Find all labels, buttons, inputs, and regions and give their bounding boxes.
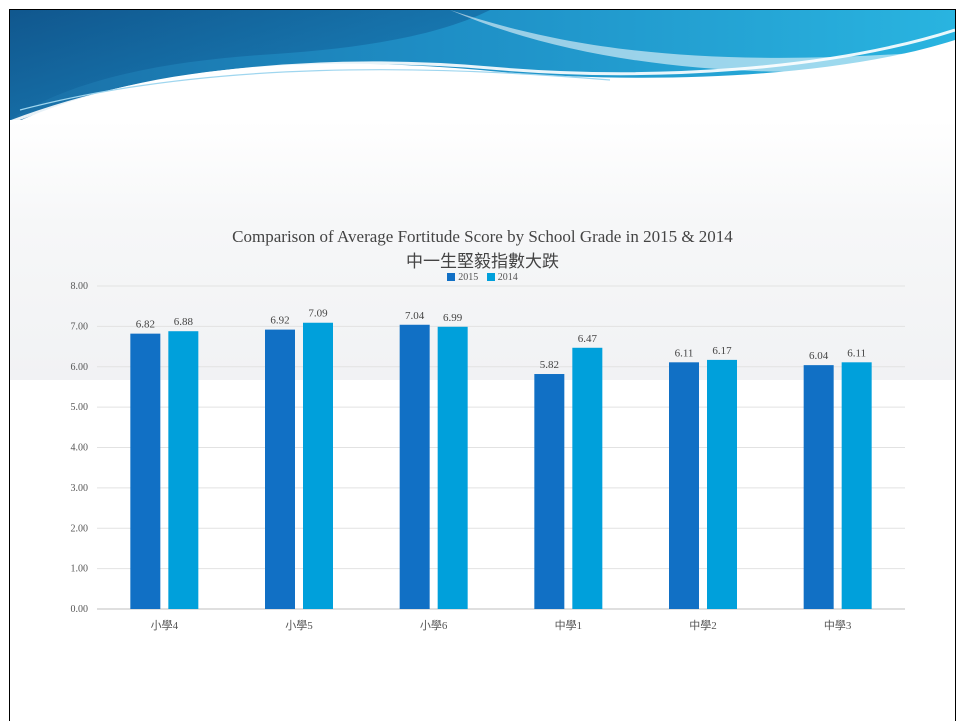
x-tick-label: 小學4 [151, 619, 179, 632]
y-tick-label: 0.00 [71, 604, 89, 615]
data-label-2015: 6.04 [809, 350, 829, 362]
data-label-2014: 7.09 [308, 308, 328, 320]
x-tick-label: 小學6 [420, 619, 448, 632]
data-label-2015: 5.82 [540, 359, 559, 371]
bar-2014 [303, 322, 333, 609]
data-label-2015: 6.92 [270, 315, 289, 327]
bar-2015 [534, 374, 565, 609]
legend-label-2015: 2015 [458, 272, 479, 283]
y-tick-label: 7.00 [71, 321, 89, 332]
data-label-2014: 6.11 [847, 347, 866, 359]
data-label-2014: 6.47 [578, 333, 598, 345]
data-label-2014: 6.88 [174, 316, 194, 328]
slide: Comparison of Average Fortitude Score by… [9, 9, 956, 721]
data-label-2015: 6.11 [675, 347, 694, 359]
legend-swatch-2014 [486, 273, 495, 281]
x-tick-label: 中學2 [689, 619, 717, 632]
bar-2014 [168, 331, 199, 609]
x-tick-label: 小學5 [285, 619, 313, 632]
legend-item-2015: 2015 [447, 272, 478, 283]
data-label-2015: 7.04 [405, 310, 425, 322]
background-band [10, 120, 955, 380]
data-label-2014: 6.99 [443, 312, 463, 324]
data-label-2014: 6.17 [712, 345, 732, 357]
y-tick-label: 2.00 [71, 523, 89, 534]
y-tick-label: 8.00 [71, 281, 89, 292]
x-tick-label: 中學3 [824, 619, 852, 632]
y-tick-label: 1.00 [71, 564, 89, 575]
y-tick-label: 4.00 [71, 443, 89, 454]
y-tick-label: 3.00 [71, 483, 89, 494]
legend-item-2014: 2014 [486, 272, 518, 283]
bar-2015 [399, 324, 430, 609]
bar-2015 [669, 362, 699, 609]
legend: 2015 2014 [10, 272, 955, 283]
bar-2015 [803, 365, 834, 609]
chart-subtitle: 中一生堅毅指數大跌 [406, 252, 559, 271]
bar-2014 [841, 362, 872, 609]
header-wave-banner [10, 10, 955, 125]
bar-2014 [707, 359, 737, 609]
bar-2014 [572, 347, 603, 609]
bar-2014 [437, 326, 468, 609]
bar-2015 [265, 329, 295, 609]
legend-swatch-2015 [447, 273, 456, 281]
legend-label-2014: 2014 [497, 272, 518, 283]
x-tick-label: 中學1 [555, 619, 583, 632]
y-tick-label: 5.00 [71, 402, 89, 413]
bar-2015 [130, 333, 161, 609]
data-label-2015: 6.82 [136, 319, 155, 331]
y-tick-label: 6.00 [71, 362, 89, 373]
chart-title: Comparison of Average Fortitude Score by… [232, 227, 733, 246]
